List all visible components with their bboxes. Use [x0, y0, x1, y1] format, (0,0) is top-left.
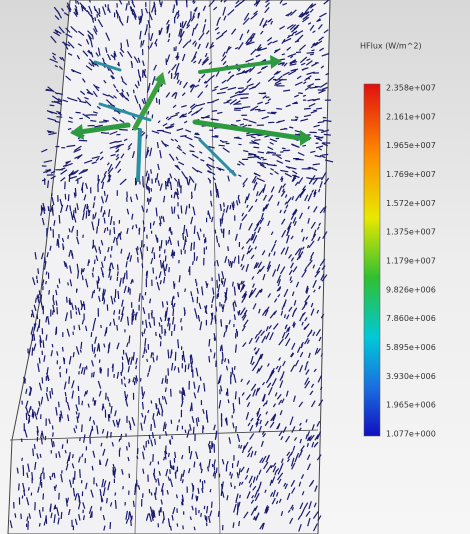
- legend-label: 1.179e+007: [386, 257, 436, 266]
- color-bar: [364, 84, 380, 436]
- legend-label: 2.358e+007: [386, 84, 436, 93]
- legend-title: HFlux (W/m^2): [360, 42, 422, 51]
- result-view: HFlux (W/m^2) 2.358e+007 2.161e+007 1.965e…: [0, 0, 470, 534]
- legend-label: 1.769e+007: [386, 170, 436, 179]
- legend-label: 1.375e+007: [386, 228, 436, 237]
- legend-label: 1.077e+000: [386, 430, 436, 439]
- legend-label: 3.930e+006: [386, 372, 436, 381]
- legend-label: 7.860e+006: [386, 314, 436, 323]
- legend-label: 9.826e+006: [386, 285, 436, 294]
- legend-label: 5.895e+006: [386, 343, 436, 352]
- legend-label: 2.161e+007: [386, 112, 436, 121]
- legend-label: 1.572e+007: [386, 199, 436, 208]
- legend-label: 1.965e+007: [386, 141, 436, 150]
- legend-label: 1.965e+006: [386, 401, 436, 410]
